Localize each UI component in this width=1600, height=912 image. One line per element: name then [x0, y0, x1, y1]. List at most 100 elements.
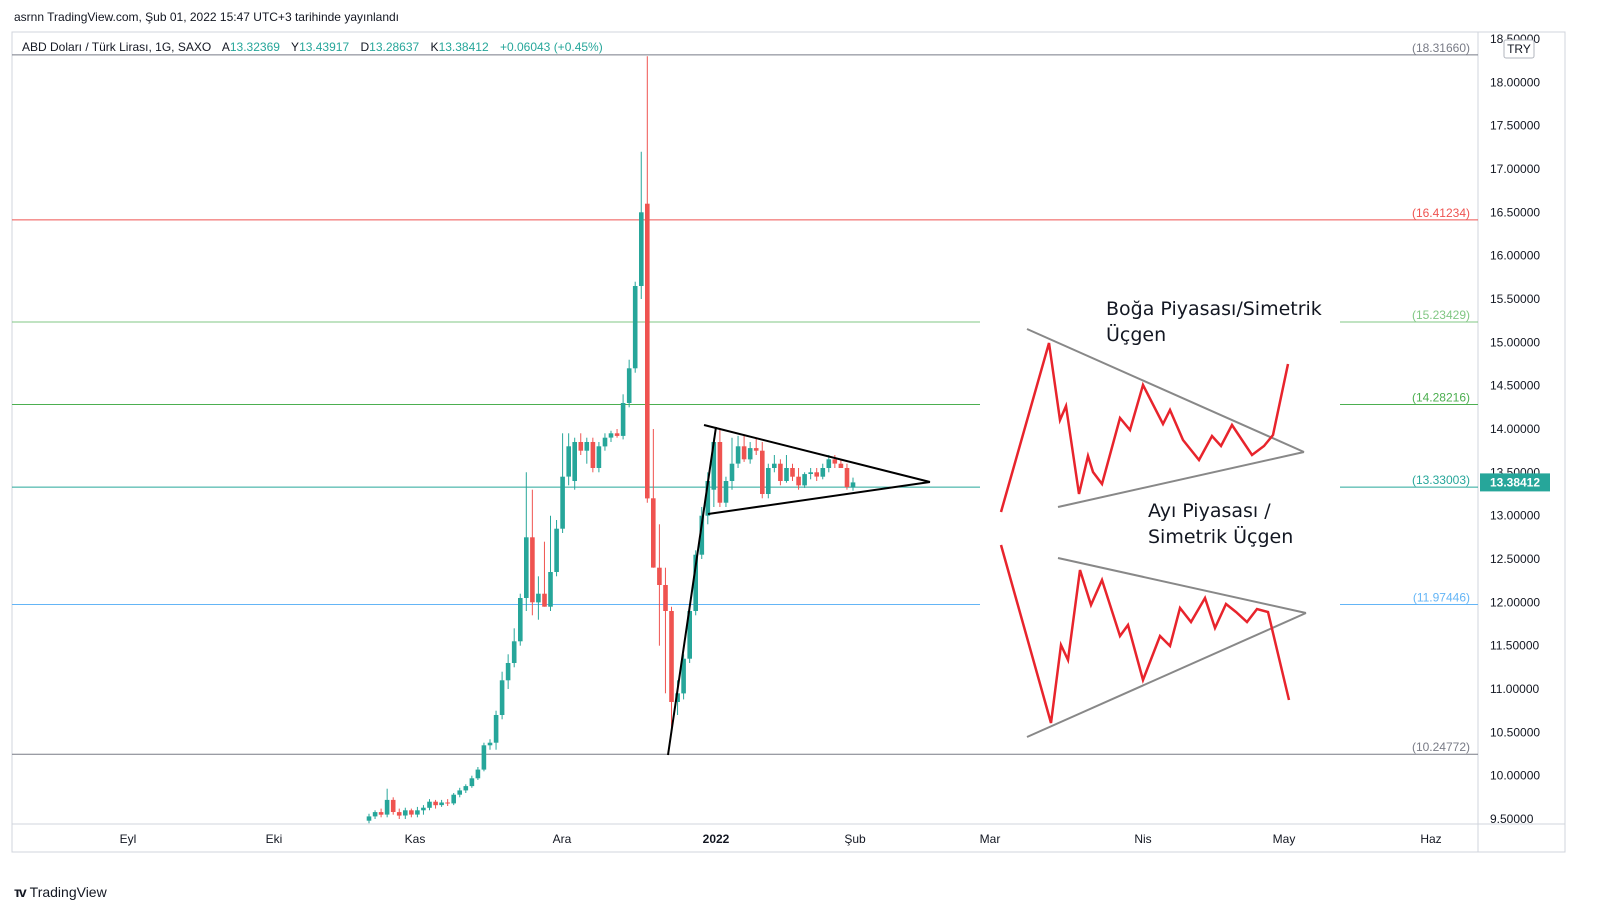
price-tick-label: 12.50000 [1490, 552, 1540, 566]
candle-body [590, 442, 596, 468]
candle-body [711, 442, 717, 490]
candle-body [427, 801, 432, 808]
bull-triangle-upper-line [1026, 328, 1305, 453]
price-tick-label: 11.00000 [1490, 682, 1539, 696]
open-label: A [222, 40, 230, 54]
candle-body [820, 468, 826, 477]
price-tick-label: 14.50000 [1490, 379, 1540, 393]
candle-body [735, 446, 741, 464]
time-tick-label: Haz [1420, 832, 1441, 846]
candle-body [608, 433, 614, 438]
candle-body [602, 437, 608, 447]
candle-body [560, 476, 565, 529]
level-label: (13.33003) [1412, 473, 1470, 487]
high-label: Y [291, 40, 299, 54]
candle-body [741, 446, 747, 460]
last-price-badge-box [1480, 473, 1550, 492]
change-value: +0.06043 (+0.45%) [500, 40, 603, 54]
bull-triangle-lower-line [1057, 451, 1305, 508]
last-price-badge: 13.38412 [1490, 475, 1540, 489]
low-value: 13.28637 [369, 40, 419, 54]
triangle-flagpole-line [667, 426, 717, 756]
candle-body [481, 745, 487, 770]
publish-info: asrnn TradingView.com, Şub 01, 2022 15:4… [14, 10, 400, 24]
candle-body [838, 463, 844, 468]
candlesticks [366, 56, 856, 824]
price-tick-label: 14.00000 [1490, 422, 1540, 436]
candle-body [366, 816, 372, 821]
price-tick-label: 9.50000 [1490, 812, 1534, 826]
candle-body [584, 442, 590, 451]
candle-body [409, 810, 414, 815]
candle-body [457, 790, 462, 795]
candle-body [808, 472, 813, 474]
level-label: (18.31660) [1412, 41, 1470, 55]
candle-body [663, 585, 668, 611]
candle-body [493, 715, 499, 743]
candle-body [632, 286, 638, 369]
candle-body [681, 658, 686, 694]
candle-body [451, 794, 456, 804]
time-axis[interactable]: Eyl Eki Kas Ara 2022 Şub Mar Nis May Haz [120, 832, 1442, 846]
level-label: (14.28216) [1412, 391, 1470, 405]
symmetric-triangle-drawing[interactable] [667, 424, 931, 756]
price-tick-label: 15.00000 [1490, 335, 1540, 349]
candle-body [832, 459, 838, 464]
candle-body [578, 442, 584, 451]
close-label: K [431, 40, 439, 54]
candle-body [469, 778, 475, 787]
candle-body [384, 799, 390, 815]
candle-body [378, 812, 384, 815]
candle-body [657, 567, 662, 585]
currency-badge-box [1503, 39, 1535, 59]
candle-body [614, 433, 620, 436]
bear-triangle-upper-line [1057, 557, 1307, 614]
level-label: (10.24772) [1412, 740, 1470, 754]
bear-triangle-illustration [999, 544, 1307, 738]
price-axis[interactable]: 18.5000018.0000017.5000017.0000016.50000… [1490, 32, 1540, 826]
tradingview-brand[interactable]: ᴛv TradingView [14, 884, 107, 900]
candle-body [433, 801, 438, 806]
candle-body [645, 203, 650, 499]
candle-body [396, 812, 402, 816]
candle-body [530, 537, 535, 603]
candle-body [639, 212, 644, 286]
price-tick-label: 11.50000 [1490, 639, 1539, 653]
candle-body [850, 482, 856, 488]
candle-body [814, 472, 819, 477]
candle-body [524, 537, 529, 598]
candle-body [753, 448, 759, 451]
price-tick-label: 13.00000 [1490, 509, 1540, 523]
currency-badge: TRY [1507, 42, 1531, 56]
level-label: (11.97446) [1413, 591, 1470, 605]
time-tick-label: Mar [980, 832, 1001, 846]
time-tick-label: Eki [266, 832, 283, 846]
time-tick-label: Şub [844, 832, 866, 846]
candle-body [687, 611, 692, 659]
candle-body [572, 442, 577, 481]
candle-body [415, 810, 420, 815]
candle-body [626, 368, 632, 403]
price-tick-label: 16.50000 [1490, 205, 1540, 219]
candle-body [439, 802, 444, 806]
svg-text:ABD Doları / Türk Lirası, 1G,: ABD Doları / Türk Lirası, 1G, SAXO A13.3… [22, 40, 603, 54]
candle-body [760, 450, 765, 494]
candle-body [499, 680, 505, 715]
time-tick-label: Eyl [120, 832, 137, 846]
price-tick-label: 16.00000 [1490, 249, 1540, 263]
fibonacci-levels: (18.31660) (16.41234) (15.23429) (14.28216)… [12, 41, 1478, 755]
candle-body [487, 742, 493, 746]
level-label: (16.41234) [1412, 206, 1470, 220]
candle-body [372, 812, 378, 817]
low-label: D [360, 40, 369, 54]
time-tick-label: Ara [553, 832, 572, 846]
candle-body [802, 474, 807, 486]
candle-body [784, 468, 789, 481]
bear-price-path [999, 544, 1291, 724]
level-label: (15.23429) [1412, 308, 1470, 322]
candle-body [675, 693, 680, 702]
candle-body [421, 807, 426, 811]
candle-body [669, 611, 674, 702]
candle-body [542, 593, 547, 607]
